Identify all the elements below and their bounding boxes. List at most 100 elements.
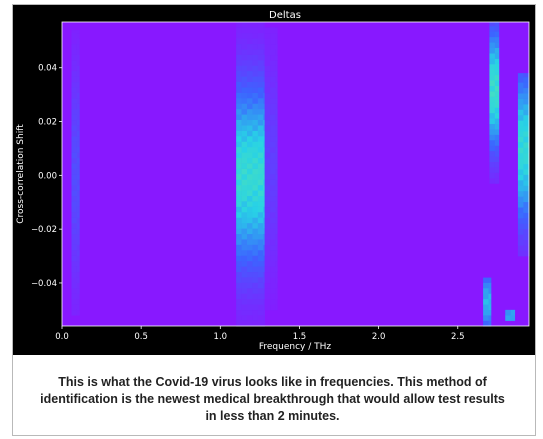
heatmap-cell	[523, 207, 530, 213]
heatmap-cell	[252, 152, 259, 159]
heatmap-cell	[252, 174, 259, 180]
heatmap-cell	[264, 130, 271, 137]
heatmap-cell	[71, 114, 78, 121]
heatmap-cell	[247, 179, 253, 186]
heatmap-cell	[275, 152, 278, 159]
heatmap-cell	[247, 228, 253, 235]
heatmap-cell	[270, 261, 276, 267]
heatmap-cell	[275, 27, 278, 28]
heatmap-cell	[275, 299, 278, 305]
heatmap-cell	[275, 223, 278, 229]
heatmap-cell	[252, 228, 259, 235]
heatmap-cell	[517, 125, 524, 132]
heatmap-cell	[252, 260, 259, 267]
heatmap-cell	[252, 298, 259, 305]
heatmap-cell	[263, 38, 265, 45]
heatmap-cell	[483, 293, 489, 300]
heatmap-cell	[241, 206, 248, 213]
heatmap-cell	[236, 233, 242, 240]
heatmap-cell	[275, 271, 278, 278]
heatmap-cell	[252, 54, 259, 61]
heatmap-cell	[257, 103, 264, 110]
heatmap-cell	[241, 309, 248, 316]
heatmap-cell	[252, 315, 259, 321]
heatmap-cell	[76, 70, 80, 77]
heatmap-cell	[252, 141, 259, 148]
heatmap-cell	[71, 190, 78, 197]
heatmap-cell	[494, 31, 500, 38]
heatmap-cell	[252, 108, 259, 115]
heatmap-cell	[247, 250, 253, 256]
heatmap-cell	[241, 49, 248, 55]
heatmap-cell	[483, 288, 489, 294]
heatmap-cell	[263, 206, 265, 213]
heatmap-cell	[275, 282, 278, 289]
heatmap-cell	[76, 304, 80, 311]
heatmap-cell	[494, 150, 500, 157]
heatmap-cell	[270, 38, 276, 45]
heatmap-cell	[275, 92, 278, 99]
heatmap-cell	[263, 271, 265, 278]
heatmap-cell	[247, 288, 253, 294]
heatmap-cell	[241, 141, 248, 148]
heatmap-cell	[236, 152, 242, 159]
heatmap-cell	[236, 38, 242, 45]
heatmap-cell	[263, 32, 265, 39]
heatmap-cell	[241, 320, 248, 327]
heatmap-cell	[489, 58, 496, 65]
heatmap-cell	[483, 298, 489, 305]
heatmap-cell	[270, 109, 276, 115]
heatmap-cell	[257, 222, 264, 229]
heatmap-cell	[263, 260, 265, 267]
heatmap-cell	[252, 65, 259, 72]
heatmap-cell	[247, 98, 253, 104]
heatmap-cell	[76, 179, 80, 186]
heatmap-cell	[270, 103, 276, 110]
heatmap-cell	[264, 185, 271, 191]
heatmap-cell	[241, 157, 248, 164]
heatmap-cell	[247, 255, 253, 262]
heatmap-cell	[257, 168, 264, 175]
heatmap-cell	[76, 217, 80, 224]
heatmap-cell	[489, 69, 496, 76]
heatmap-cell	[247, 244, 253, 251]
heatmap-cell	[523, 190, 530, 197]
heatmap-cell	[257, 298, 264, 305]
heatmap-cell	[523, 142, 530, 148]
heatmap-cell	[236, 255, 242, 262]
heatmap-cell	[257, 260, 264, 267]
heatmap-cell	[270, 65, 276, 72]
heatmap-cell	[257, 179, 264, 186]
heatmap-cell	[494, 129, 500, 135]
heatmap-cell	[494, 134, 500, 141]
heatmap-cell	[494, 112, 500, 119]
heatmap-cell	[241, 27, 248, 34]
heatmap-cell	[489, 22, 496, 27]
heatmap-cell	[275, 288, 278, 294]
heatmap-cell	[264, 141, 271, 148]
heatmap-cell	[71, 38, 78, 45]
heatmap-cell	[257, 114, 264, 121]
heatmap-cell	[236, 81, 242, 88]
heatmap-cell	[236, 168, 242, 175]
heatmap-cell	[517, 158, 524, 165]
heatmap-cell	[263, 65, 265, 72]
heatmap-cell	[252, 320, 259, 327]
heatmap-cell	[263, 114, 265, 121]
y-tick-label: −0.04	[31, 279, 57, 289]
heatmap-cell	[241, 65, 248, 72]
heatmap-cell	[275, 65, 278, 72]
heatmap-cell	[523, 228, 530, 235]
heatmap-cell	[483, 309, 489, 316]
heatmap-cell	[517, 142, 524, 148]
heatmap-cell	[236, 87, 242, 93]
heatmap-cell	[263, 141, 265, 148]
heatmap-cell	[275, 195, 278, 202]
heatmap-cell	[241, 179, 248, 186]
heatmap-cell	[257, 54, 264, 61]
heatmap-cell	[76, 108, 80, 115]
heatmap-cell	[252, 201, 259, 207]
heatmap-cell	[71, 49, 78, 55]
y-axis-label: Cross-correlation Shift	[16, 124, 26, 224]
heatmap-cell	[71, 54, 78, 61]
